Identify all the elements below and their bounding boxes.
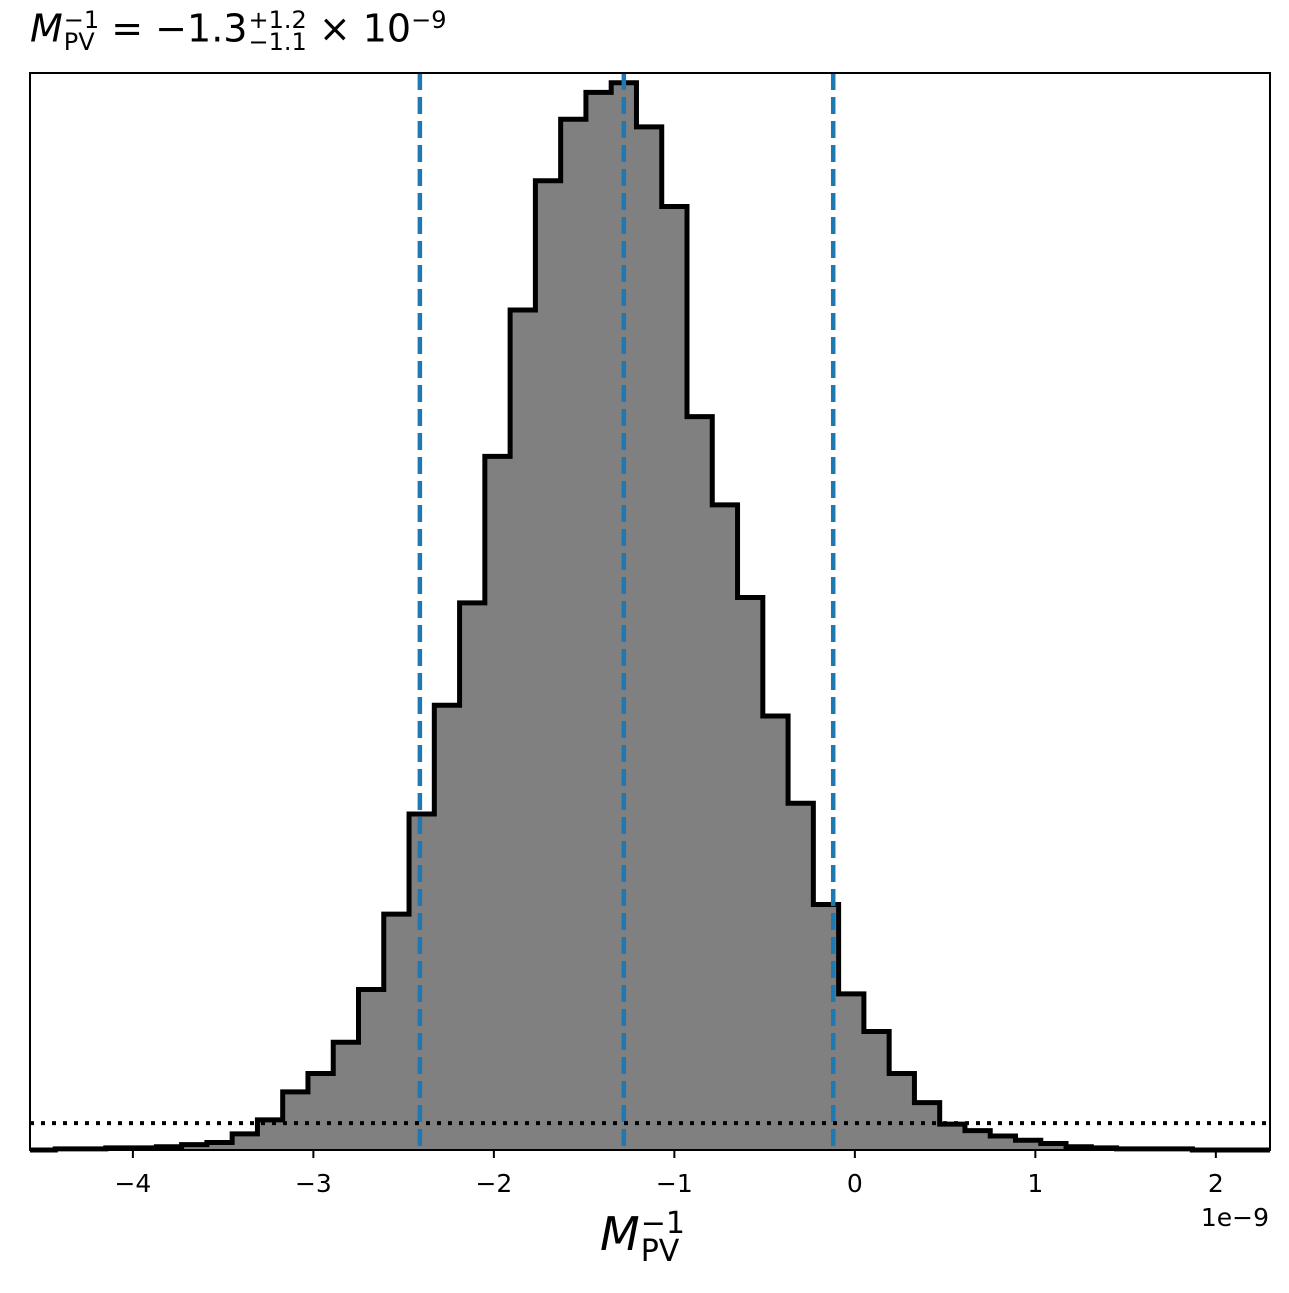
x-axis-label: M −1 PV [600,1207,685,1266]
quantile-lines [417,73,836,1150]
histogram-bar [307,1073,334,1150]
histogram-bar [383,914,410,1150]
xlabel-sub: PV [640,1233,680,1269]
title-variable: M [30,6,63,51]
histogram-bar [687,416,713,1150]
x-axis-offset-text: 1e−9 [1200,1203,1269,1232]
x-tick-label: 1 [1027,1169,1043,1198]
histogram-bar [838,993,865,1150]
xlabel-variable: M [600,1207,640,1261]
title-error-minus: −1.1 [248,28,307,57]
histogram-bar [560,119,587,1150]
histogram-bar [914,1102,941,1150]
histogram-bar [1040,1143,1067,1150]
histogram-bar [484,456,511,1150]
title-variable-sub: PV [63,28,95,57]
histogram-bar [535,180,562,1150]
histogram-bar [863,1031,890,1150]
histogram-bar [358,989,385,1150]
x-axis-ticks: −4 −3 −2 −1 0 1 2 [114,1150,1224,1198]
x-tick-label: 0 [847,1169,863,1198]
histogram-bar [636,126,663,1151]
histogram-bar [409,813,435,1150]
histogram-bar [1015,1140,1042,1150]
histogram-bar [232,1133,258,1150]
histogram-bar [990,1135,1017,1150]
histogram-bar [510,309,536,1150]
x-tick-label: −3 [295,1169,332,1198]
histogram-bar [282,1091,309,1150]
histogram-bar [206,1142,233,1150]
title-error-plus: +1.2 [248,6,307,35]
histogram-bar [459,602,486,1150]
x-tick-label: −2 [475,1169,512,1198]
title-variable-sup: −1 [63,6,100,35]
axes-frame [29,72,1271,1151]
chart-title: M −1 PV = −1.3 +1.2 −1.1 × 10−9 [30,6,447,57]
title-value: = −1.3 [99,6,248,51]
histogram-bar [661,206,688,1151]
title-variable-scripts: −1 PV [63,6,100,57]
histogram-bar [889,1073,915,1150]
histogram-bar [333,1042,360,1150]
histogram-bar [964,1130,991,1150]
histogram-bars [55,82,1193,1151]
histogram-step-outline [30,80,1270,1153]
xlabel-sup: −1 [640,1205,685,1241]
title-times: × 10 [306,6,412,51]
histogram-bar [788,803,814,1150]
histogram-bar [712,504,739,1150]
histogram-bar [762,715,789,1150]
title-errors: +1.2 −1.1 [248,6,307,57]
histogram-bar [737,597,764,1150]
histogram-bar [434,705,461,1150]
xlabel-scripts: −1 PV [640,1205,685,1269]
x-tick-label: −4 [114,1169,151,1198]
histogram-bar [939,1124,966,1150]
histogram-bar [181,1144,208,1150]
title-exponent: −9 [411,6,447,34]
histogram-bar [585,92,612,1151]
x-tick-label: 2 [1208,1169,1224,1198]
x-tick-label: −1 [656,1169,693,1198]
